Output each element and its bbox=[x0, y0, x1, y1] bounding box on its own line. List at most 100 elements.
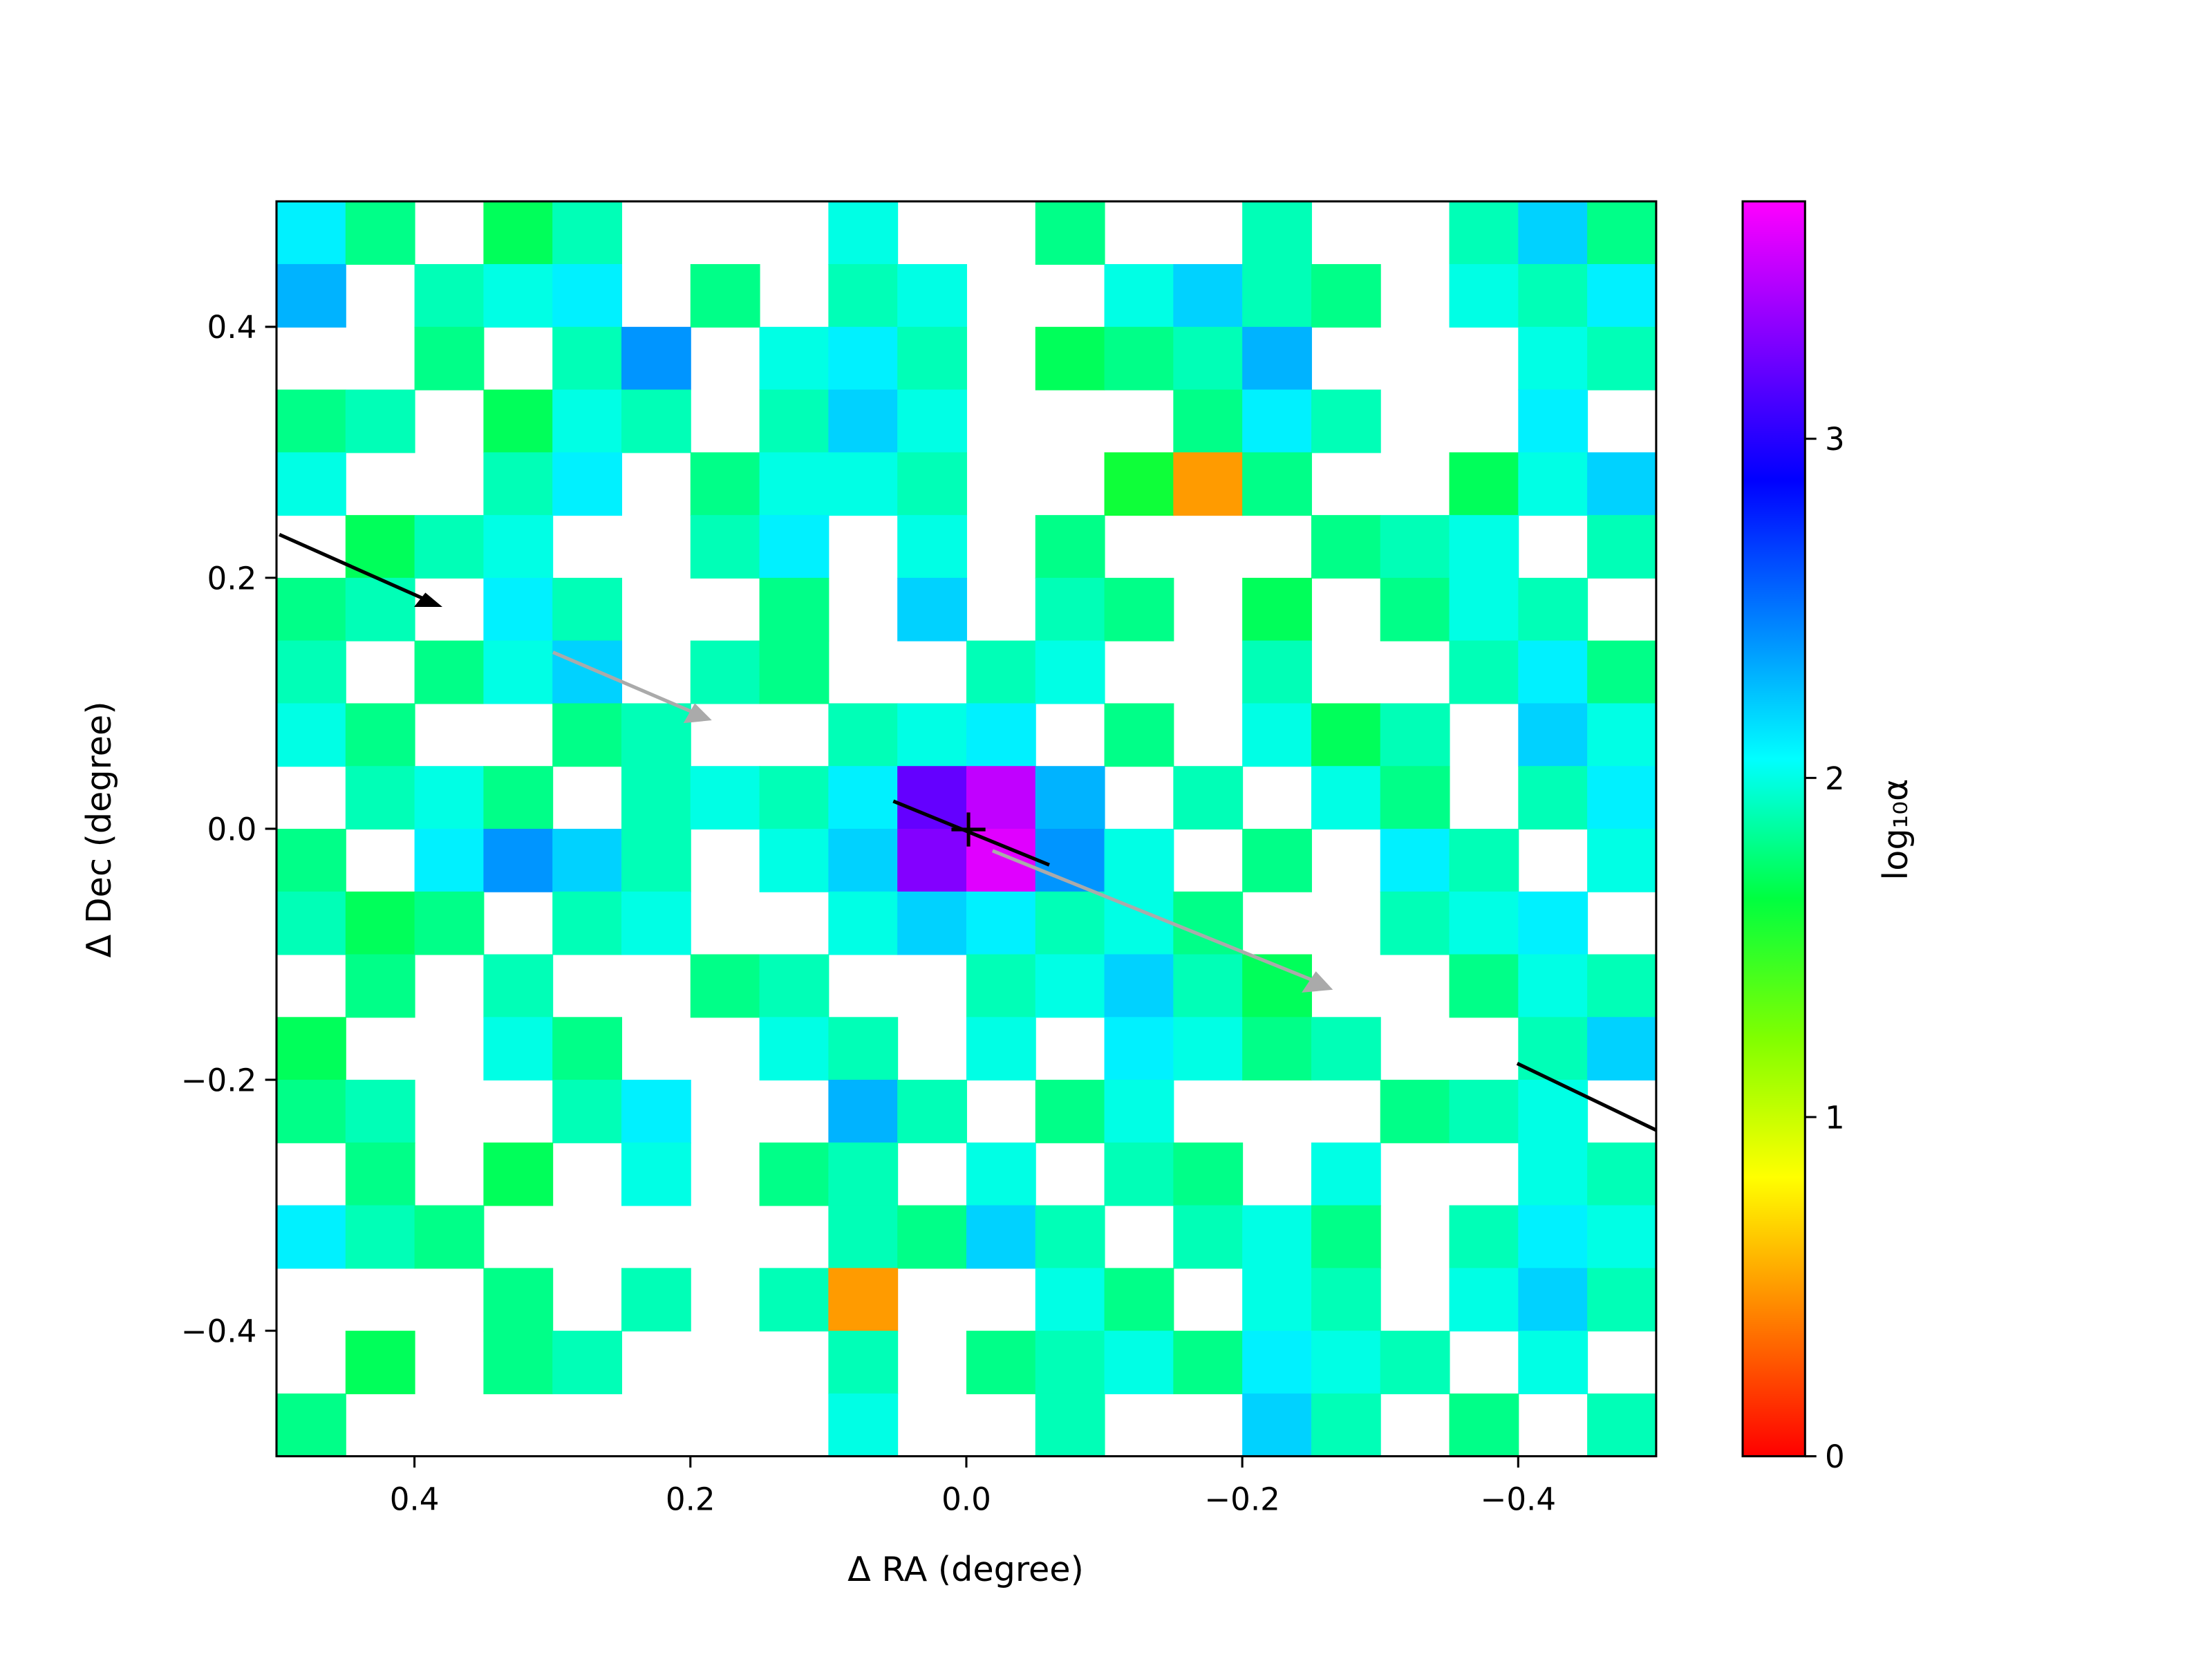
contour-cell bbox=[1173, 1017, 1244, 1081]
contour-cell bbox=[345, 1080, 415, 1143]
contour-cell bbox=[1242, 828, 1312, 892]
contour-cell bbox=[1449, 640, 1519, 704]
contour-cell bbox=[1242, 1331, 1312, 1394]
contour-cell bbox=[1035, 954, 1105, 1018]
arrow-head bbox=[413, 592, 442, 607]
y-tick-label: 0.0 bbox=[207, 811, 257, 847]
contour-cell bbox=[1449, 264, 1519, 328]
contour-cell bbox=[897, 1205, 967, 1269]
contour-cell bbox=[897, 766, 967, 830]
contour-cell bbox=[276, 1393, 346, 1456]
contour-cell bbox=[345, 1205, 415, 1269]
contour-cell bbox=[1242, 1393, 1312, 1456]
contour-cell bbox=[759, 640, 830, 704]
contour-cell bbox=[1380, 515, 1450, 579]
contour-cell bbox=[1587, 1205, 1656, 1269]
contour-cell bbox=[345, 389, 415, 453]
contour-cell bbox=[828, 1268, 899, 1332]
contour-cell bbox=[1242, 201, 1312, 265]
contour-cell bbox=[1587, 1393, 1656, 1456]
contour-cell bbox=[1518, 326, 1588, 391]
contour-cell bbox=[1035, 1393, 1105, 1456]
contour-cell bbox=[276, 1017, 346, 1081]
contour-cell bbox=[345, 954, 415, 1018]
contour-cell bbox=[621, 326, 691, 391]
contour-cell bbox=[552, 389, 622, 453]
contour-cell bbox=[276, 891, 346, 955]
contour-cell bbox=[552, 891, 622, 955]
contour-cell bbox=[966, 703, 1036, 767]
y-tick-label: 0.4 bbox=[207, 309, 257, 346]
contour-cell bbox=[759, 452, 830, 516]
contour-cell bbox=[897, 1080, 967, 1143]
contour-cell bbox=[1380, 1080, 1450, 1143]
contour-cell bbox=[1173, 1331, 1244, 1394]
contour-cell bbox=[414, 891, 485, 955]
contour-cell bbox=[1242, 640, 1312, 704]
contour-cell bbox=[414, 766, 485, 830]
y-tick-label: −0.4 bbox=[181, 1313, 257, 1350]
contour-cell bbox=[1104, 1080, 1174, 1143]
contour-cell bbox=[1311, 515, 1381, 579]
contour-cell bbox=[1518, 954, 1588, 1018]
contour-cell bbox=[1518, 201, 1588, 265]
contour-cell bbox=[690, 515, 760, 579]
contour-cell bbox=[690, 264, 760, 328]
contour-cell bbox=[1173, 326, 1244, 391]
contour-cell bbox=[759, 954, 830, 1018]
contour-cell bbox=[1587, 703, 1656, 767]
contour-cell bbox=[1035, 1331, 1105, 1394]
colorbar-tick-label: 3 bbox=[1825, 421, 1845, 458]
arrow bbox=[991, 849, 1320, 984]
contour-cell bbox=[483, 1331, 554, 1394]
contour-cell bbox=[1518, 1205, 1588, 1269]
contour-cell bbox=[1035, 515, 1105, 579]
contour-cell bbox=[1173, 452, 1244, 516]
contour-cell bbox=[552, 1080, 622, 1143]
contour-cell bbox=[828, 452, 899, 516]
colorbar bbox=[1741, 200, 1806, 1458]
contour-cell bbox=[1104, 703, 1174, 767]
contour-cell bbox=[1173, 389, 1244, 453]
contour-cell bbox=[966, 828, 1036, 892]
contour-cell bbox=[966, 640, 1036, 704]
contour-cell bbox=[621, 1268, 691, 1332]
contour-cell bbox=[552, 577, 622, 641]
colorbar-tick-label: 2 bbox=[1825, 760, 1845, 797]
contour-cell bbox=[1587, 828, 1656, 892]
contour-cell bbox=[1104, 326, 1174, 391]
contour-cell bbox=[483, 954, 554, 1018]
contour-cell bbox=[1311, 389, 1381, 453]
arrow bbox=[1516, 1062, 1656, 1132]
contour-cell bbox=[1035, 201, 1105, 265]
contour-cell bbox=[690, 766, 760, 830]
contour-cell bbox=[483, 389, 554, 453]
x-tick-label: −0.2 bbox=[1204, 1481, 1280, 1518]
contour-cell bbox=[966, 1142, 1036, 1206]
contour-cell bbox=[1449, 577, 1519, 641]
y-tick-label: −0.2 bbox=[181, 1062, 257, 1098]
contour-cell bbox=[966, 766, 1036, 830]
contour-cell bbox=[1035, 1080, 1105, 1143]
contour-cell bbox=[414, 828, 485, 892]
contour-cell bbox=[759, 1142, 830, 1206]
contour-cell bbox=[897, 577, 967, 641]
contour-cell bbox=[552, 264, 622, 328]
contour-cell bbox=[1104, 828, 1174, 892]
contour-cell bbox=[483, 1017, 554, 1081]
contour-cell bbox=[897, 452, 967, 516]
contour-cell bbox=[1311, 1205, 1381, 1269]
contour-cell bbox=[552, 640, 622, 704]
contour-cell bbox=[483, 577, 554, 641]
contour-cell bbox=[1587, 264, 1656, 328]
contour-cell bbox=[1311, 703, 1381, 767]
contour-cell bbox=[345, 1331, 415, 1394]
contour-cell bbox=[1035, 891, 1105, 955]
contour-cell bbox=[828, 703, 899, 767]
contour-cell bbox=[966, 1331, 1036, 1394]
contour-cell bbox=[1035, 640, 1105, 704]
contour-cell bbox=[828, 1142, 899, 1206]
contour-cell bbox=[483, 201, 554, 265]
contour-cell bbox=[1242, 577, 1312, 641]
